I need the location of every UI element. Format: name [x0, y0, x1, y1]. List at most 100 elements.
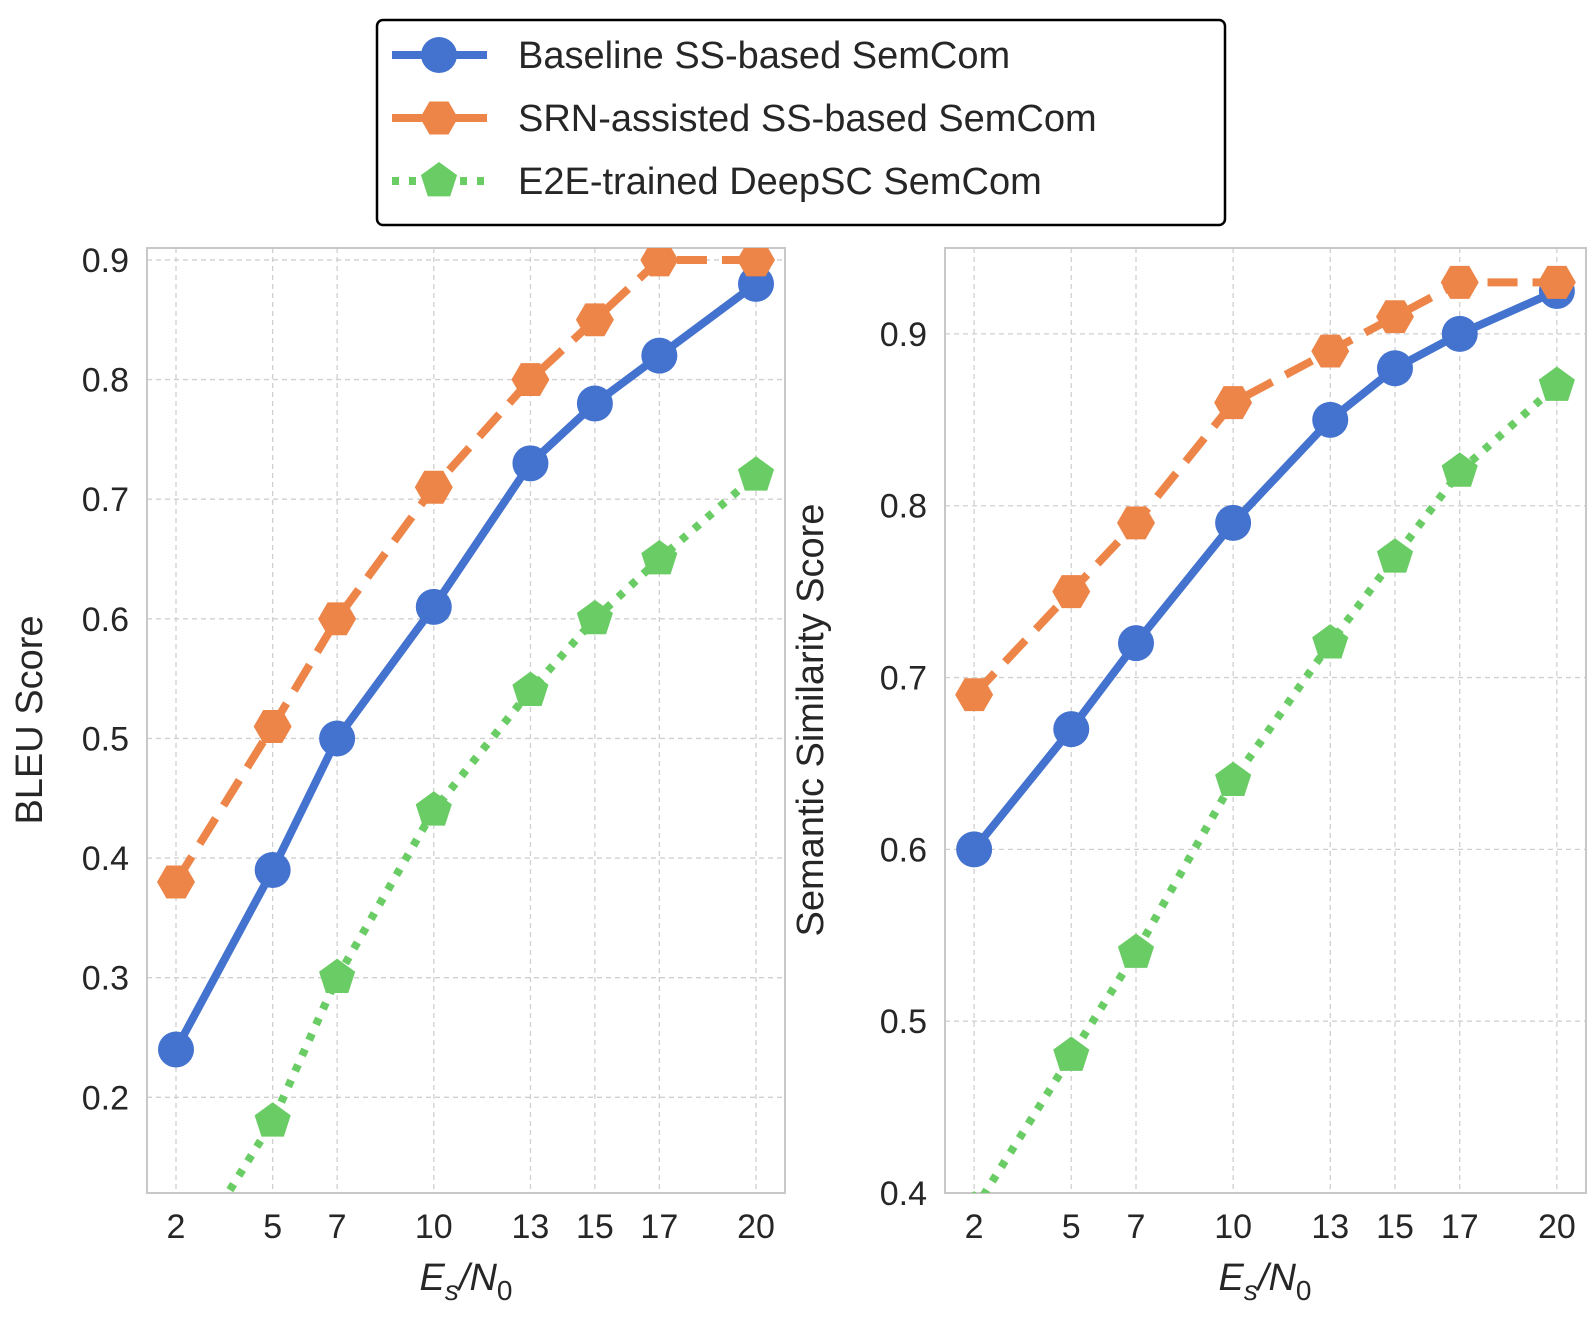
similarity-x-tick-label: 13 — [1311, 1208, 1349, 1246]
bleu-x-axis-label: Es/N0 — [420, 1257, 513, 1306]
similarity-point-e2e — [1441, 452, 1478, 487]
similarity-point-baseline — [1312, 401, 1349, 438]
bleu-y-tick-label: 0.4 — [82, 840, 129, 878]
bleu-x-tick-label: 5 — [263, 1208, 282, 1246]
bleu-point-srn — [253, 710, 292, 743]
bleu-point-srn — [511, 363, 550, 397]
similarity-x-tick-label: 15 — [1376, 1208, 1414, 1246]
similarity-point-e2e — [1312, 624, 1349, 659]
bleu-y-tick-label: 0.3 — [82, 960, 129, 998]
bleu-point-e2e — [512, 671, 549, 706]
similarity-point-e2e — [1538, 366, 1575, 401]
legend-entry-srn: SRN-assisted SS-based SemCom — [392, 98, 1097, 140]
bleu-x-tick-label: 15 — [576, 1208, 614, 1246]
bleu-chart-frame — [146, 247, 786, 1194]
similarity-y-tick-label: 0.4 — [880, 1175, 927, 1213]
legend-entry-e2e: E2E-trained DeepSC SemCom — [392, 161, 1042, 203]
bleu-point-srn — [737, 248, 775, 277]
bleu-point-e2e — [737, 456, 775, 491]
similarity-point-baseline — [1053, 711, 1090, 748]
similarity-point-srn — [1214, 386, 1253, 420]
bleu-x-tick-label: 2 — [167, 1208, 186, 1246]
similarity-x-tick-label: 20 — [1538, 1208, 1576, 1246]
bleu-x-tick-label: 17 — [640, 1208, 678, 1246]
bleu-y-tick-label: 0.2 — [82, 1079, 129, 1117]
similarity-x-tick-label: 10 — [1214, 1208, 1252, 1246]
bleu-point-e2e — [158, 1258, 194, 1292]
bleu-x-tick-label: 7 — [328, 1208, 347, 1246]
bleu-point-srn — [575, 303, 614, 337]
similarity-y-tick-label: 0.6 — [880, 831, 927, 869]
similarity-point-e2e — [971, 1191, 977, 1193]
bleu-point-e2e — [319, 958, 356, 994]
similarity-y-tick-label: 0.5 — [880, 1003, 927, 1041]
similarity-x-tick-label: 17 — [1441, 1208, 1479, 1246]
bleu-point-baseline — [254, 852, 291, 889]
similarity-x-axis-label: Es/N0 — [1219, 1257, 1312, 1306]
bleu-point-baseline — [641, 337, 678, 374]
similarity-point-baseline — [1441, 315, 1478, 352]
bleu-point-e2e — [641, 540, 678, 575]
bleu-y-tick-label: 0.5 — [82, 720, 129, 758]
bleu-point-srn — [640, 248, 679, 277]
legend-frame — [375, 18, 1227, 227]
legend-label-srn: SRN-assisted SS-based SemCom — [518, 98, 1097, 140]
similarity-point-baseline — [1376, 350, 1413, 387]
similarity-x-tick-label: 2 — [965, 1208, 984, 1246]
similarity-line-e2e — [980, 382, 1560, 1193]
legend-marker-srn — [420, 101, 458, 135]
bleu-point-srn — [157, 865, 195, 899]
bleu-line-e2e — [223, 472, 759, 1193]
bleu-line-baseline — [172, 280, 759, 1052]
bleu-point-baseline — [512, 445, 549, 482]
bleu-point-e2e — [415, 791, 452, 826]
similarity-point-srn — [1537, 265, 1576, 299]
legend-entry-baseline: Baseline SS-based SemCom — [392, 35, 1010, 77]
bleu-x-tick-label: 13 — [512, 1208, 550, 1246]
similarity-point-srn — [1440, 265, 1479, 299]
similarity-point-srn — [1375, 300, 1414, 334]
legend-marker-e2e — [420, 162, 458, 197]
bleu-y-axis-label: BLEU Score — [9, 615, 51, 824]
bleu-y-tick-label: 0.8 — [82, 362, 129, 400]
similarity-point-srn — [955, 678, 994, 712]
bleu-point-baseline — [158, 1031, 194, 1068]
similarity-point-srn — [1311, 334, 1350, 368]
similarity-y-tick-label: 0.7 — [880, 660, 927, 698]
legend-marker-baseline — [421, 37, 457, 73]
bleu-x-tick-label: 10 — [415, 1208, 453, 1246]
bleu-point-srn — [318, 602, 357, 636]
bleu-chart: 0.2 0.3 0.4 0.5 0.6 0.7 0.8 0.9 2 5 7 10 13 15 17 20 B… — [9, 242, 786, 1306]
similarity-line-baseline — [971, 287, 1559, 852]
similarity-point-baseline — [1118, 625, 1155, 662]
similarity-x-tick-label: 5 — [1062, 1208, 1081, 1246]
similarity-point-e2e — [1215, 761, 1252, 797]
legend-label-e2e: E2E-trained DeepSC SemCom — [518, 161, 1042, 203]
similarity-y-tick-label: 0.9 — [880, 316, 927, 354]
similarity-chart: 0.4 0.5 0.6 0.7 0.8 0.9 2 5 7 10 13 15 17 20 Semanti… — [790, 247, 1587, 1306]
similarity-point-srn — [1052, 575, 1091, 609]
similarity-y-tick-label: 0.8 — [880, 488, 927, 526]
similarity-point-srn — [1117, 506, 1156, 540]
bleu-y-tick-label: 0.9 — [82, 242, 129, 280]
similarity-x-tick-label: 7 — [1127, 1208, 1146, 1246]
bleu-point-e2e — [576, 599, 613, 635]
bleu-y-tick-label: 0.6 — [82, 601, 129, 639]
bleu-point-baseline — [415, 588, 452, 625]
bleu-point-e2e — [254, 1102, 291, 1137]
similarity-point-e2e — [1053, 1036, 1090, 1071]
bleu-y-tick-label: 0.7 — [82, 481, 129, 519]
similarity-point-baseline — [956, 831, 993, 868]
similarity-chart-frame — [944, 247, 1587, 1194]
bleu-point-baseline — [576, 385, 613, 422]
legend-label-baseline: Baseline SS-based SemCom — [518, 35, 1010, 77]
bleu-point-srn — [414, 470, 453, 504]
similarity-y-axis-label: Semantic Similarity Score — [790, 504, 832, 937]
bleu-x-tick-label: 20 — [737, 1208, 775, 1246]
similarity-point-e2e — [1376, 538, 1414, 573]
similarity-point-baseline — [1215, 504, 1252, 541]
legend: Baseline SS-based SemCom SRN-assisted SS-… — [375, 18, 1227, 227]
similarity-point-e2e — [1117, 933, 1155, 968]
